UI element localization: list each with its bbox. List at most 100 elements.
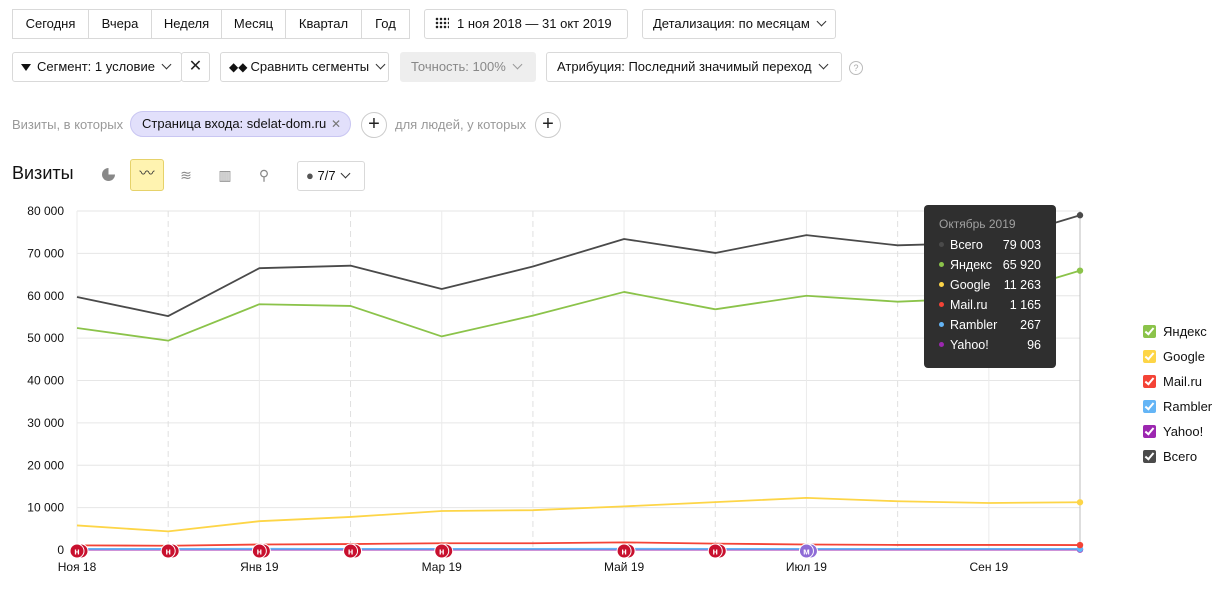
x-tick-label: Июл 19 [786, 560, 827, 574]
period-week-button[interactable]: Неделя [152, 9, 222, 39]
legend-item[interactable]: Яндекс [1143, 324, 1207, 339]
accuracy-dropdown[interactable]: Точность: 100% [400, 52, 536, 82]
tooltip-series-name: Google [950, 278, 991, 292]
tooltip-row: Yahoo! 96 [939, 338, 1041, 356]
annotation-marker-label: н [713, 547, 718, 557]
legend-label: Yahoo! [1163, 424, 1204, 439]
annotation-marker-label: н [165, 547, 170, 557]
accuracy-label: Точность: 100% [411, 59, 506, 74]
tooltip-title: Октябрь 2019 [939, 217, 1016, 231]
annotation-marker [798, 543, 814, 559]
legend-item[interactable]: Yahoo! [1143, 424, 1203, 439]
annotation-marker [343, 543, 359, 559]
add-condition-button[interactable]: + [361, 112, 387, 138]
y-tick-label: 50 000 [27, 331, 64, 345]
legend-checkbox[interactable] [1143, 425, 1156, 438]
annotations-dropdown[interactable]: ● 7/7 [297, 161, 365, 191]
annotation-marker-shadow [73, 543, 89, 559]
series-point-Всего [1076, 212, 1084, 219]
compare-segments-dropdown[interactable]: ◆◆ Сравнить сегменты [220, 52, 389, 82]
map-icon[interactable]: ⚲ [258, 167, 270, 183]
annotation-marker-label: м [803, 547, 810, 557]
date-range-picker[interactable]: 1 ноя 2018 — 31 окт 2019 [424, 9, 628, 39]
annotation-marker [69, 543, 85, 559]
chevron-down-icon [512, 59, 523, 70]
series-point-Rambler [1076, 545, 1084, 553]
stacked-area-icon[interactable]: ≋ [180, 167, 192, 183]
annotation-marker-label: н [621, 547, 626, 557]
compare-label: Сравнить сегменты [250, 59, 370, 74]
chevron-down-icon [340, 168, 351, 179]
chevron-down-icon [375, 59, 386, 70]
series-point-Яндекс [1076, 267, 1084, 274]
segment-label: Сегмент: 1 условие [37, 59, 155, 74]
chevron-down-icon [818, 59, 829, 70]
drops-icon: ◆◆ [229, 60, 248, 74]
filter-chip[interactable]: Страница входа: sdelat-dom.ru ✕ [130, 111, 351, 137]
period-today-button[interactable]: Сегодня [12, 9, 89, 39]
series-line-Mail.ru [76, 541, 1081, 547]
date-range-label: 1 ноя 2018 — 31 окт 2019 [457, 16, 612, 31]
filter-icon [21, 64, 31, 71]
legend-checkbox[interactable] [1143, 400, 1156, 413]
chart-title: Визиты [12, 163, 74, 183]
tooltip-dot [939, 262, 944, 267]
y-tick-label: 0 [57, 543, 64, 557]
annotation-marker-shadow [802, 543, 818, 559]
add-people-condition-button[interactable]: + [535, 112, 561, 138]
legend-item[interactable]: Всего [1143, 449, 1197, 464]
tooltip-dot [939, 242, 944, 247]
tooltip-dot [939, 322, 944, 327]
legend-item[interactable]: Google [1143, 349, 1205, 364]
annotation-marker [707, 543, 723, 559]
close-icon[interactable]: ✕ [330, 117, 341, 131]
legend-label: Mail.ru [1163, 374, 1203, 389]
annotation-marker-label: н [439, 547, 444, 557]
annotation-marker-shadow [164, 543, 180, 559]
period-quarter-button[interactable]: Квартал [286, 9, 362, 39]
legend-checkbox[interactable] [1143, 450, 1156, 463]
legend-checkbox[interactable] [1143, 350, 1156, 363]
segment-dropdown[interactable]: Сегмент: 1 условие [12, 52, 182, 82]
annotation-marker-shadow [347, 543, 363, 559]
attribution-dropdown[interactable]: Атрибуция: Последний значимый переход [546, 52, 842, 82]
tooltip-series-name: Mail.ru [950, 298, 988, 312]
tooltip-series-value: 79 003 [1002, 238, 1041, 252]
filter-prefix: Визиты, в которых [12, 117, 124, 132]
annotation-marker-label: н [257, 547, 262, 557]
y-tick-label: 20 000 [27, 458, 64, 472]
legend-checkbox[interactable] [1143, 325, 1156, 338]
x-tick-label: Янв 19 [240, 560, 279, 574]
pie-chart-icon[interactable] [92, 160, 124, 190]
annotation-marker-shadow [438, 543, 454, 559]
tooltip-series-name: Rambler [950, 318, 998, 332]
annotation-marker [160, 543, 176, 559]
chart-tooltip: Октябрь 2019 Всего 79 003 Яндекс 65 920 Goog… [924, 205, 1056, 368]
help-icon[interactable]: ? [849, 61, 863, 75]
detail-dropdown[interactable]: Детализация: по месяцам [642, 9, 836, 39]
tooltip-series-name: Всего [950, 238, 983, 252]
period-yesterday-button[interactable]: Вчера [89, 9, 152, 39]
legend-checkbox[interactable] [1143, 375, 1156, 388]
series-line-Google [76, 496, 1081, 533]
x-tick-label: Мар 19 [422, 560, 462, 574]
chevron-down-icon [161, 59, 172, 70]
filter-people-label: для людей, у которых [395, 117, 527, 132]
close-icon: ✕ [188, 58, 203, 75]
x-tick-label: Сен 19 [969, 560, 1008, 574]
segment-clear-button[interactable]: ✕ [181, 52, 210, 82]
tooltip-row: Rambler 267 [939, 318, 1041, 336]
chevron-down-icon [816, 16, 827, 27]
tooltip-dot [939, 342, 944, 347]
y-tick-label: 70 000 [27, 246, 64, 260]
period-month-button[interactable]: Месяц [222, 9, 286, 39]
tooltip-series-name: Яндекс [950, 258, 993, 272]
tooltip-series-value: 96 [1027, 338, 1041, 352]
line-chart-icon[interactable]: 〰 [130, 159, 164, 191]
legend-item[interactable]: Rambler [1143, 399, 1212, 414]
period-year-button[interactable]: Год [362, 9, 410, 39]
annotation-marker-shadow [620, 543, 636, 559]
bar-chart-icon[interactable]: ▥ [218, 167, 232, 183]
legend-item[interactable]: Mail.ru [1143, 374, 1202, 389]
attribution-label: Атрибуция: Последний значимый переход [557, 59, 812, 74]
